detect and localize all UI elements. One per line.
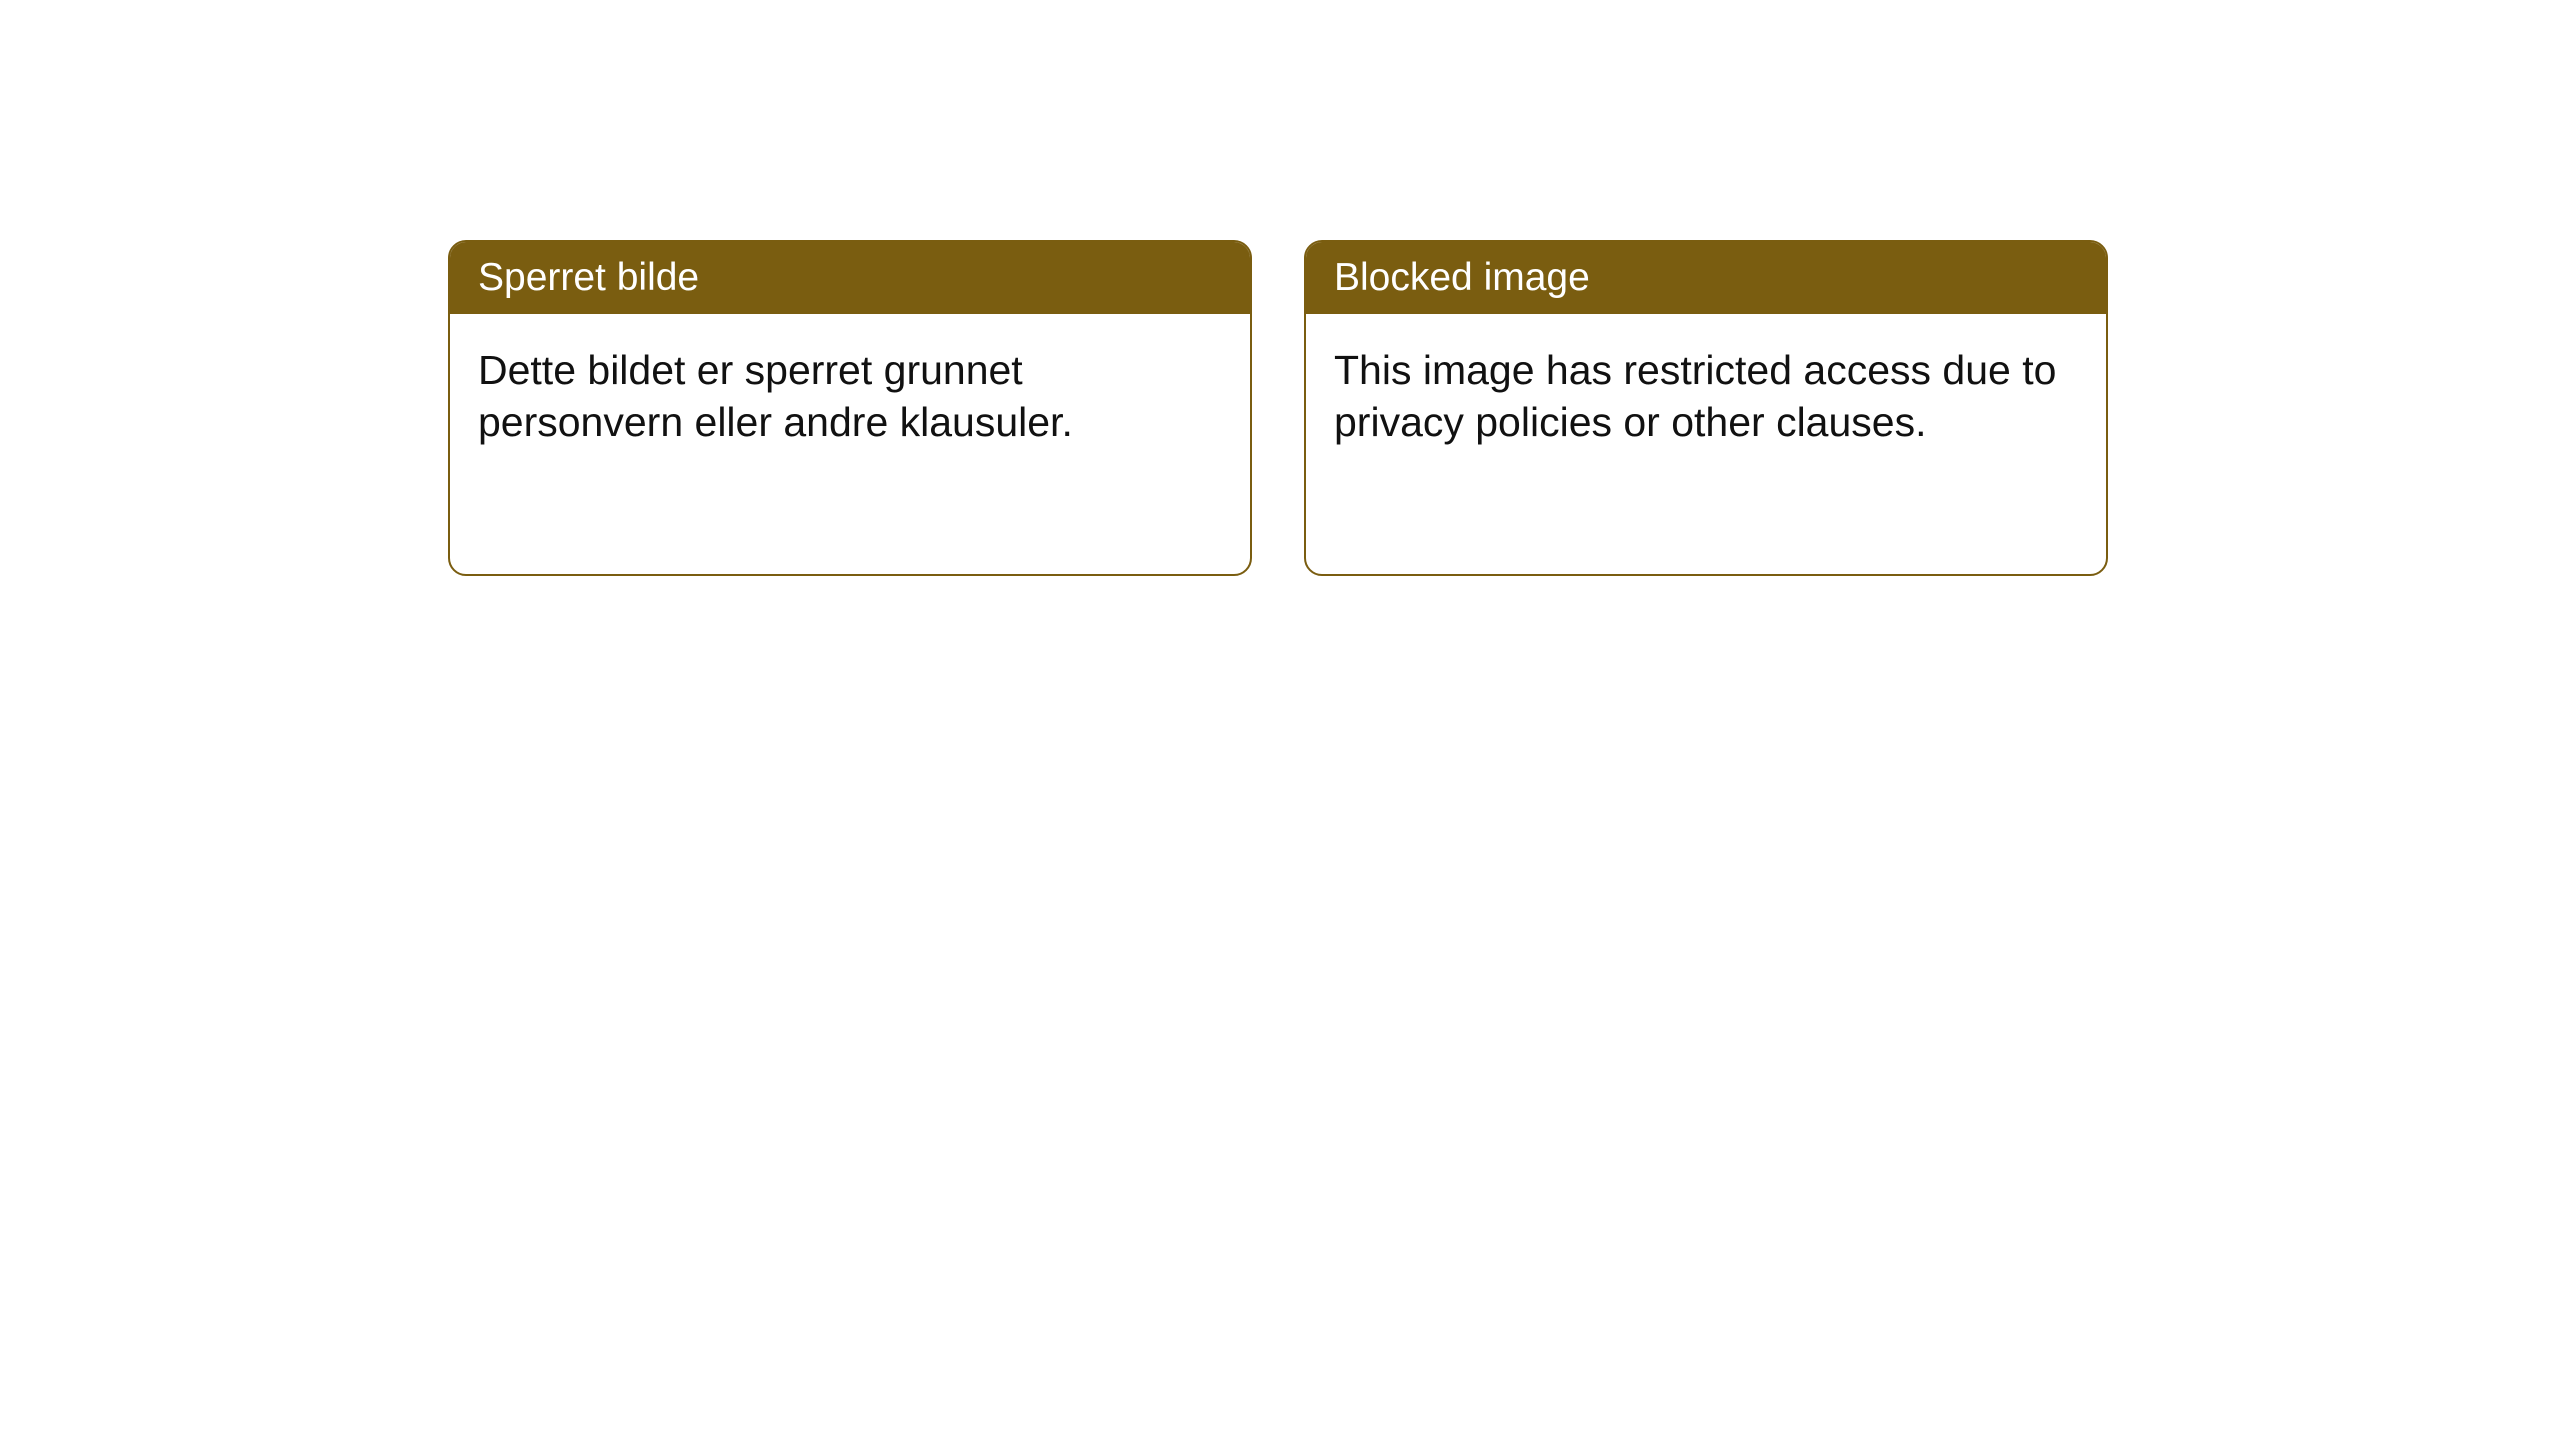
- notice-card-english: Blocked image This image has restricted …: [1304, 240, 2108, 576]
- notice-header-norwegian: Sperret bilde: [450, 242, 1250, 314]
- notice-header-english: Blocked image: [1306, 242, 2106, 314]
- notice-body-english: This image has restricted access due to …: [1306, 314, 2106, 574]
- notice-container: Sperret bilde Dette bildet er sperret gr…: [448, 240, 2108, 576]
- notice-body-norwegian: Dette bildet er sperret grunnet personve…: [450, 314, 1250, 574]
- notice-card-norwegian: Sperret bilde Dette bildet er sperret gr…: [448, 240, 1252, 576]
